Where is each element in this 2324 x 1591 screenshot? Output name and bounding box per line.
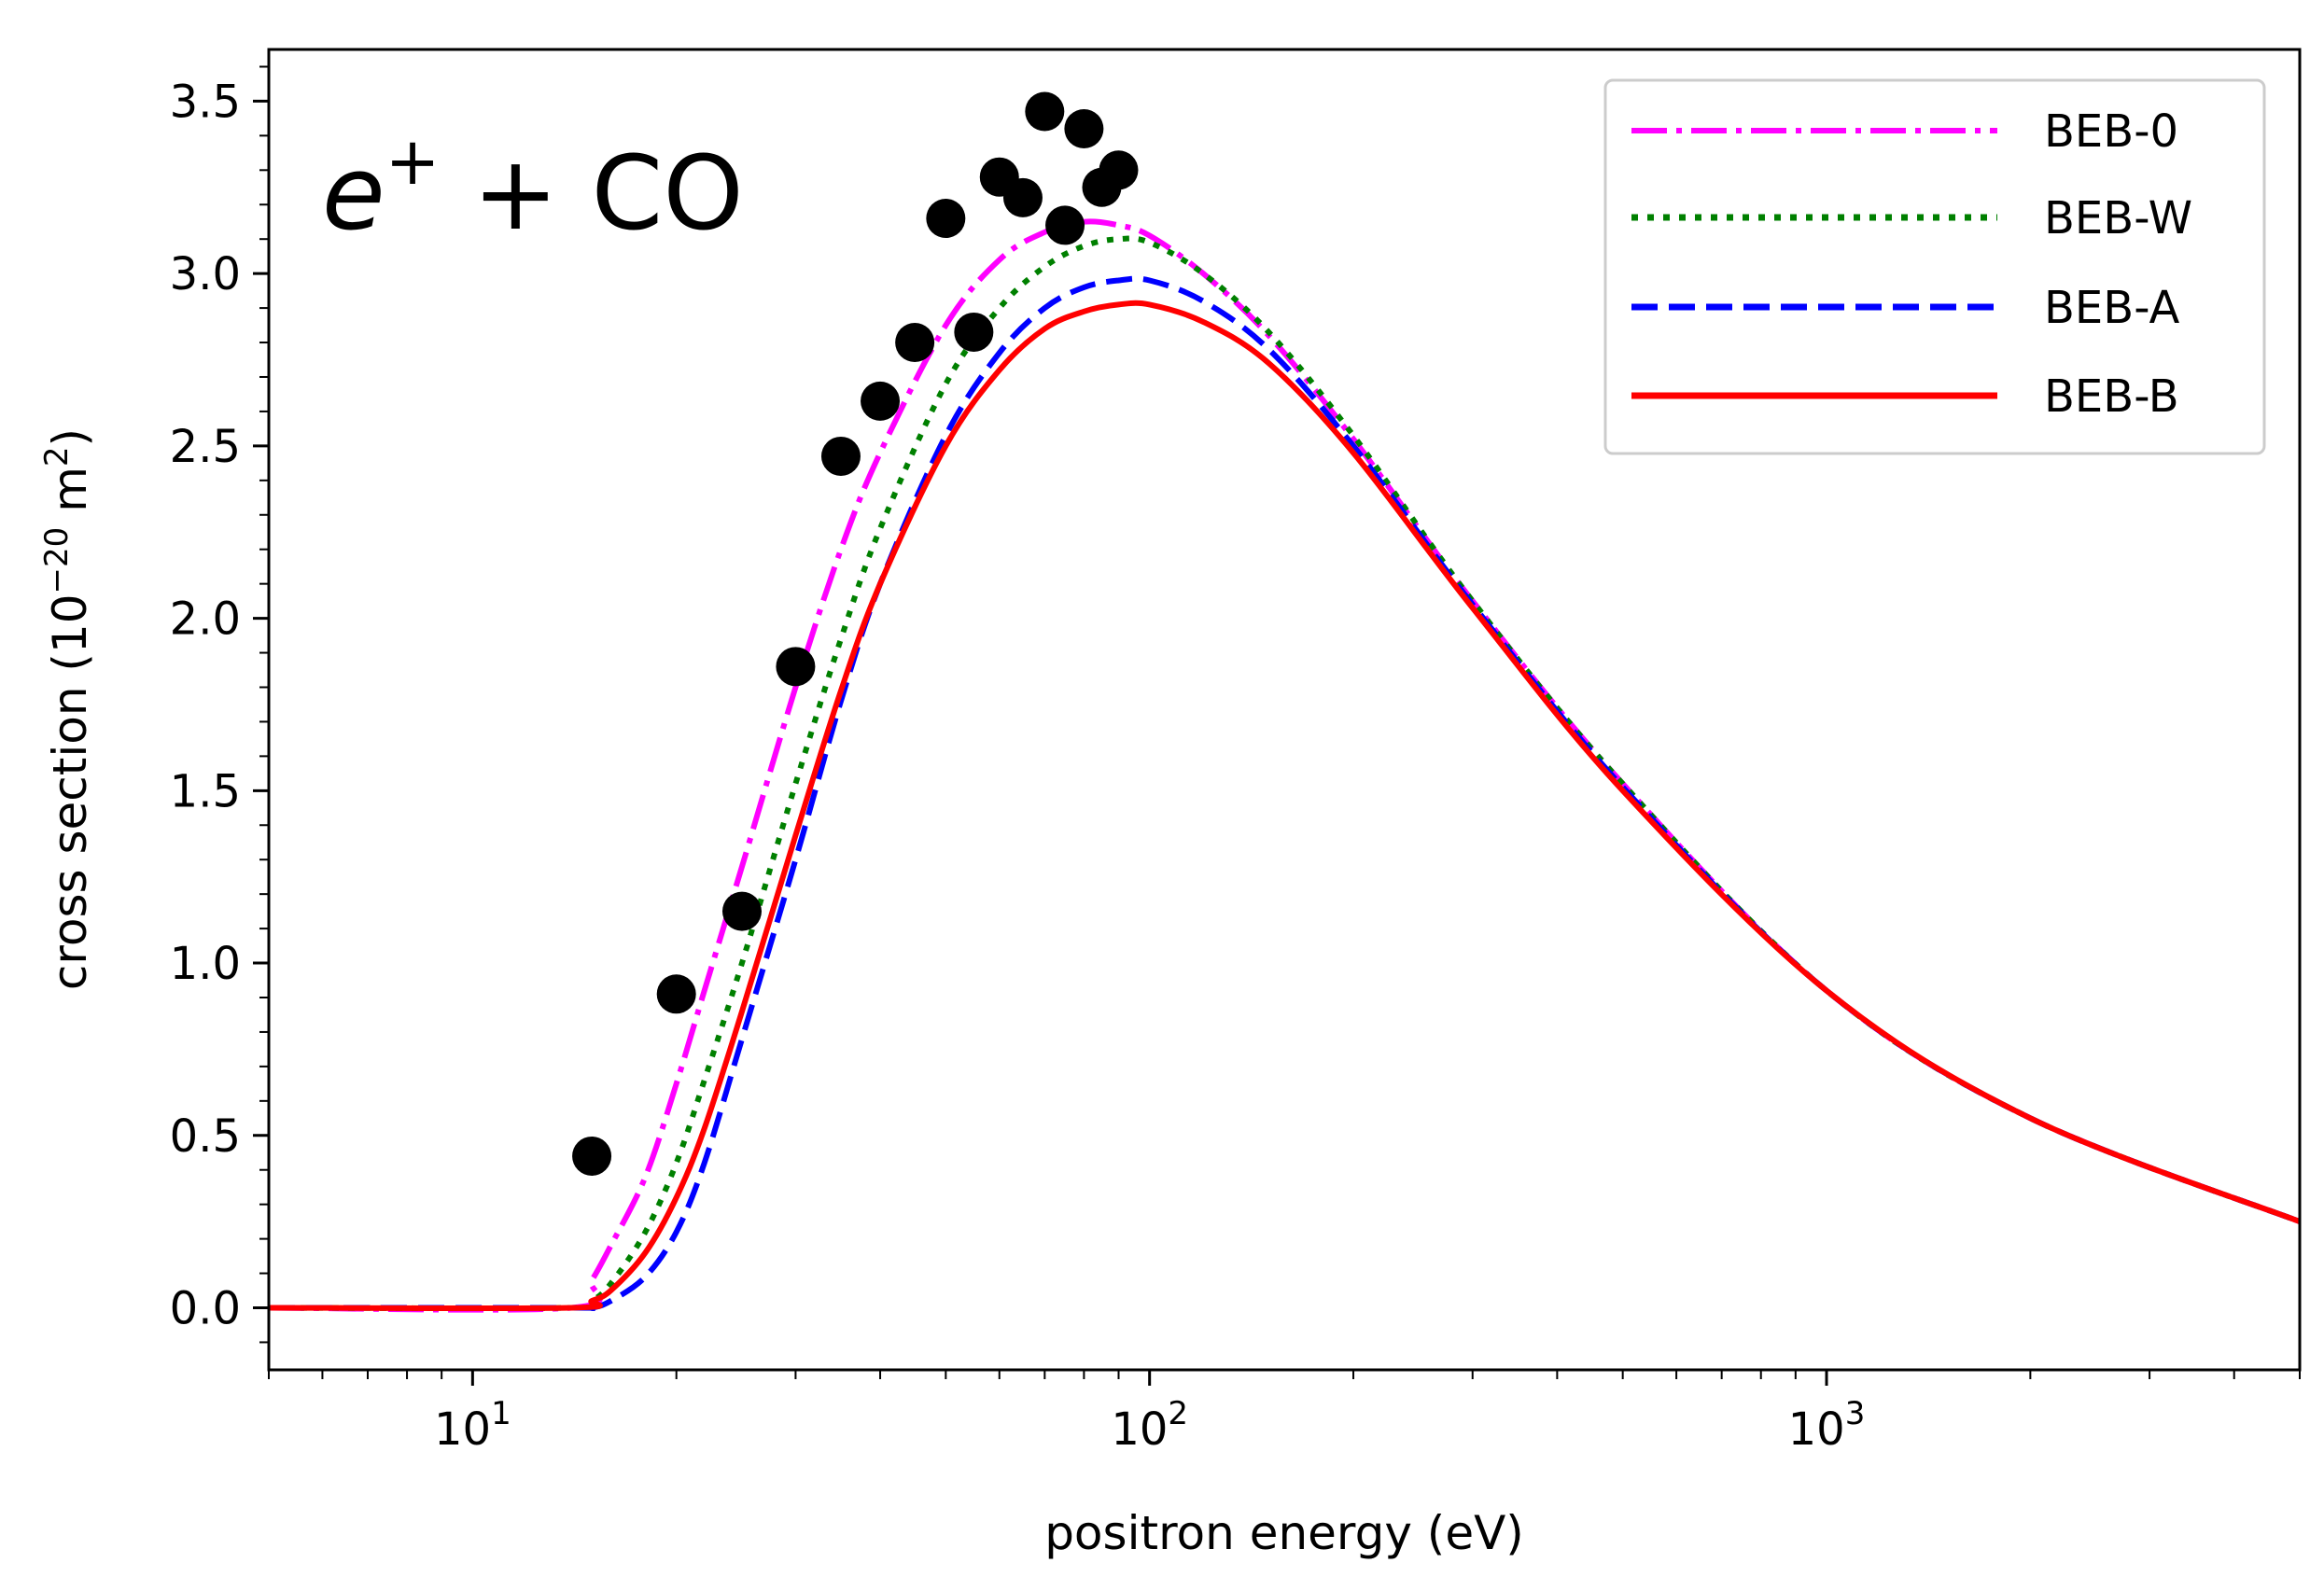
x-tick-label: 103 <box>1788 1395 1866 1456</box>
data-point <box>776 647 816 687</box>
y-axis: 0.0 0.5 1.0 1.5 2.0 2.5 3.0 3.5 <box>170 65 269 1344</box>
data-point <box>572 1136 612 1176</box>
legend-label-beb-w: BEB-W <box>2044 192 2192 244</box>
y-label-unit: m <box>43 467 97 527</box>
y-tick-label: 0.5 <box>170 1110 241 1163</box>
data-point <box>861 381 901 421</box>
data-point <box>1099 150 1139 190</box>
points-layer <box>572 91 1139 1176</box>
y-tick-label: 2.5 <box>170 421 241 473</box>
x-axis: 101 102 103 <box>268 1370 2301 1456</box>
y-axis-label: cross section (10−20 m2) <box>38 428 97 990</box>
series-layer <box>269 218 2300 1313</box>
data-point <box>820 436 861 476</box>
y-label-suffix: ) <box>43 428 97 447</box>
y-tick-label: 2.0 <box>170 593 241 646</box>
y-label-exp: −20 <box>38 527 76 594</box>
annotation-rest: + CO <box>440 133 744 253</box>
legend-label-beb-0: BEB-0 <box>2044 105 2178 158</box>
data-point <box>721 891 762 931</box>
y-tick-label: 1.5 <box>170 765 241 817</box>
data-point <box>1045 205 1085 245</box>
x-axis-label: positron energy (eV) <box>1044 1506 1524 1560</box>
y-tick-label: 3.0 <box>170 248 241 300</box>
y-tick-label: 3.5 <box>170 76 241 128</box>
y-label-unit-exp: 2 <box>38 446 76 467</box>
legend-label-beb-b: BEB-B <box>2044 370 2179 423</box>
plot-frame <box>267 48 2302 1372</box>
x-tick-label: 101 <box>434 1395 511 1456</box>
series-line-beb-b <box>269 300 2300 1312</box>
series-line-beb-w <box>269 235 2300 1312</box>
legend-label-beb-a: BEB-A <box>2044 282 2179 334</box>
data-point <box>1002 177 1043 217</box>
data-point <box>926 199 966 239</box>
legend-box <box>1603 78 2266 455</box>
data-point <box>656 974 696 1014</box>
data-point <box>1025 91 1065 132</box>
annotation: e+ + CO <box>322 123 744 253</box>
data-point <box>1064 108 1104 148</box>
annotation-sup: + <box>385 123 441 200</box>
data-point <box>954 312 994 352</box>
y-tick-label: 0.0 <box>170 1282 241 1334</box>
y-label-prefix: cross section (10 <box>43 593 97 990</box>
x-tick-label: 102 <box>1111 1395 1188 1456</box>
data-point <box>895 323 935 363</box>
y-tick-label: 1.0 <box>170 938 241 990</box>
legend: BEB-0 BEB-W BEB-A BEB-B <box>1603 78 2266 455</box>
annotation-base: e <box>322 133 385 253</box>
